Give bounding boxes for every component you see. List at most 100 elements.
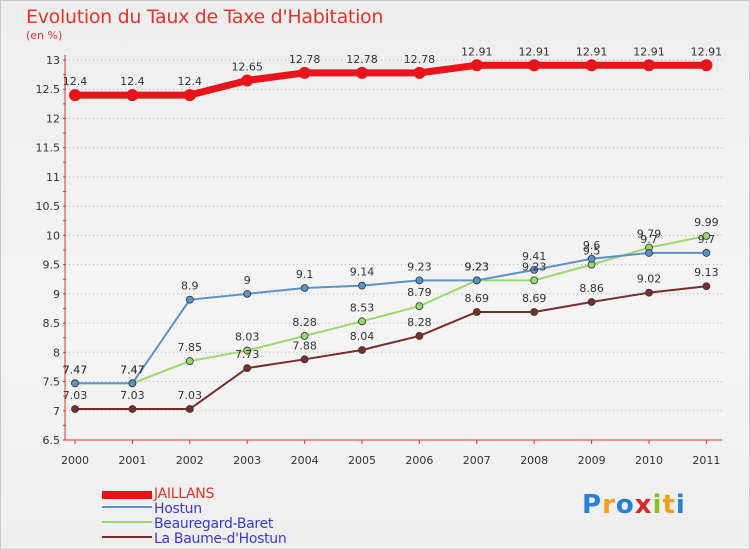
data-point — [530, 276, 539, 285]
data-label: 7.03 — [178, 389, 203, 402]
x-tick-label: 2001 — [118, 454, 146, 467]
data-label: 7.47 — [63, 363, 88, 376]
data-point — [702, 232, 711, 240]
data-point — [585, 59, 598, 72]
data-point — [415, 332, 424, 340]
series-line-2 — [74, 234, 708, 385]
data-point — [185, 357, 194, 365]
legend-swatch — [102, 491, 152, 499]
data-label: 12.78 — [289, 53, 321, 66]
y-tick-label: 11.5 — [36, 142, 61, 155]
data-label: 7.47 — [63, 363, 88, 376]
legend-swatch — [102, 506, 152, 508]
data-label: 9.79 — [637, 228, 662, 241]
data-point — [528, 59, 541, 72]
data-point — [700, 59, 713, 72]
data-label: 7.73 — [235, 348, 260, 361]
data-label: 7.03 — [63, 389, 88, 402]
data-point — [126, 89, 139, 102]
data-label: 9.7 — [698, 233, 716, 246]
x-tick-label: 2006 — [405, 454, 433, 467]
data-label: 12.91 — [633, 45, 665, 58]
data-label: 12.91 — [691, 45, 723, 58]
chart-subtitle: (en %) — [26, 29, 63, 42]
data-point — [358, 346, 366, 354]
data-point — [243, 364, 252, 372]
legend-label: La Baume-d'Hostun — [154, 531, 287, 547]
x-tick-label: 2010 — [635, 454, 663, 467]
data-point — [241, 74, 254, 87]
data-point — [587, 298, 596, 306]
data-label: 9.1 — [296, 268, 314, 281]
data-label: 9.23 — [465, 260, 490, 273]
data-label: 9.14 — [350, 266, 375, 279]
x-tick-label: 2004 — [291, 454, 319, 467]
data-point — [415, 276, 424, 285]
data-point — [128, 405, 137, 413]
data-label: 8.28 — [292, 316, 317, 329]
data-point — [643, 59, 655, 72]
x-tick-label: 2008 — [520, 454, 548, 467]
x-tick-label: 2011 — [692, 454, 720, 467]
data-label: 12.4 — [63, 75, 88, 88]
data-label: 12.91 — [461, 45, 493, 58]
data-point — [702, 249, 711, 257]
data-point — [356, 66, 368, 79]
data-label: 8.04 — [350, 330, 375, 343]
series-line-1 — [74, 251, 708, 385]
y-tick-label: 7 — [53, 405, 60, 418]
data-label: 8.69 — [522, 292, 547, 305]
data-point — [185, 405, 194, 413]
data-label: 9.02 — [637, 273, 662, 286]
data-label: 9.6 — [583, 239, 601, 252]
data-point — [183, 89, 196, 102]
data-point — [243, 289, 252, 298]
data-label: 9 — [244, 274, 251, 287]
data-point — [472, 276, 481, 285]
data-point — [69, 89, 81, 102]
x-tick-label: 2002 — [176, 454, 204, 467]
y-tick-label: 10 — [46, 229, 60, 242]
data-label: 8.28 — [407, 316, 432, 329]
data-point — [300, 355, 309, 364]
data-label: 7.03 — [120, 389, 145, 402]
data-point — [358, 281, 366, 290]
y-tick-label: 8.5 — [43, 317, 61, 330]
data-point — [128, 379, 137, 388]
x-tick-label: 2003 — [233, 454, 261, 467]
data-label: 9.41 — [522, 250, 547, 263]
data-label: 7.88 — [292, 339, 317, 352]
data-label: 9.13 — [694, 266, 719, 279]
data-point — [472, 308, 481, 316]
legend-label: Beauregard-Baret — [154, 516, 274, 532]
data-point — [358, 317, 366, 326]
data-point — [415, 302, 424, 311]
x-tick-label: 2007 — [463, 454, 491, 467]
data-point — [645, 249, 653, 257]
data-point — [702, 282, 711, 291]
data-label: 7.47 — [120, 363, 145, 376]
legend-swatch — [102, 521, 152, 523]
legend-label: JAILLANS — [154, 486, 215, 502]
data-label: 7.47 — [120, 363, 145, 376]
legend-swatch — [102, 536, 152, 538]
data-label: 12.91 — [518, 45, 550, 58]
data-point — [470, 59, 483, 72]
data-label: 12.65 — [231, 60, 263, 73]
data-label: 7.85 — [178, 341, 203, 354]
series-line-3 — [74, 285, 708, 411]
data-label: 8.53 — [350, 301, 375, 314]
data-point — [298, 66, 311, 79]
data-point — [530, 265, 539, 274]
data-label: 12.78 — [404, 53, 436, 66]
data-label: 8.69 — [465, 292, 490, 305]
data-point — [587, 254, 596, 263]
series-line-0 — [71, 61, 710, 99]
data-label: 9.7 — [640, 233, 658, 246]
data-point — [71, 405, 79, 413]
y-tick-label: 9 — [53, 288, 60, 301]
x-tick-label: 2005 — [348, 454, 376, 467]
data-label: 9.23 — [407, 260, 432, 273]
data-point — [645, 288, 653, 297]
